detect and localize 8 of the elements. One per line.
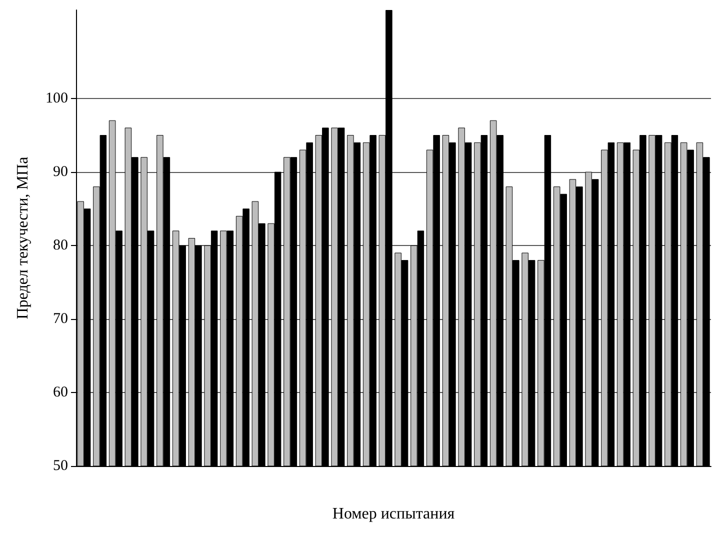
y-tick-label: 80 [53, 237, 68, 254]
y-axis-title: Предел текучести, МПа [14, 156, 32, 320]
y-tick-label: 50 [53, 458, 68, 474]
y-tick-label: 70 [53, 310, 68, 327]
y-tick-label: 100 [46, 90, 68, 106]
y-tick-label: 60 [53, 384, 68, 400]
y-tick-label: 90 [53, 164, 68, 180]
x-axis-title: Номер испытания [332, 506, 456, 522]
